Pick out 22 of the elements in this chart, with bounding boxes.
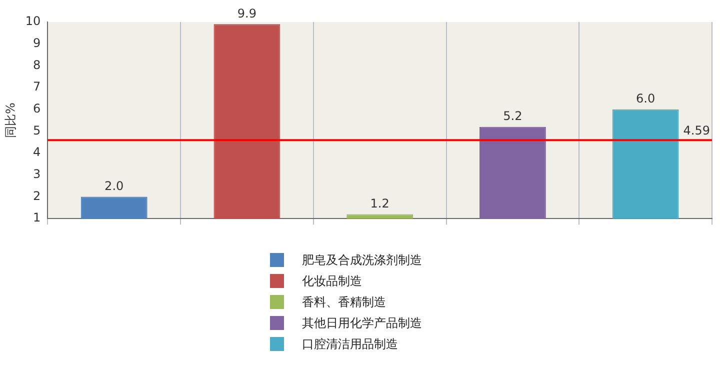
y-tick-label: 6: [33, 102, 41, 116]
legend-label: 其他日用化学产品制造: [302, 316, 422, 330]
ref-line-label: 4.59: [683, 123, 710, 138]
legend-label: 化妆品制造: [302, 274, 362, 288]
y-tick-label: 8: [33, 58, 41, 72]
legend-label: 口腔清洁用品制造: [302, 337, 398, 351]
y-tick-label: 4: [33, 145, 41, 160]
y-tick-label: 9: [33, 36, 41, 50]
data-label: 5.2: [503, 108, 522, 123]
data-label: 6.0: [636, 92, 656, 106]
y-tick-label: 10: [25, 14, 41, 28]
y-tick-label: 7: [33, 80, 41, 94]
y-tick-label: 5: [33, 123, 41, 138]
data-label: 1.2: [370, 196, 390, 210]
y-tick-label: 3: [33, 167, 41, 182]
data-label: 9.9: [237, 6, 257, 20]
y-tick-label: 2: [33, 188, 41, 203]
legend-label: 香料、香精制造: [302, 295, 386, 309]
data-label: 2.0: [104, 178, 124, 193]
y-axis-title: 同比%: [3, 102, 18, 138]
y-tick-label: 1: [33, 210, 41, 225]
legend-label: 肥皂及合成洗涤剂制造: [302, 253, 422, 267]
